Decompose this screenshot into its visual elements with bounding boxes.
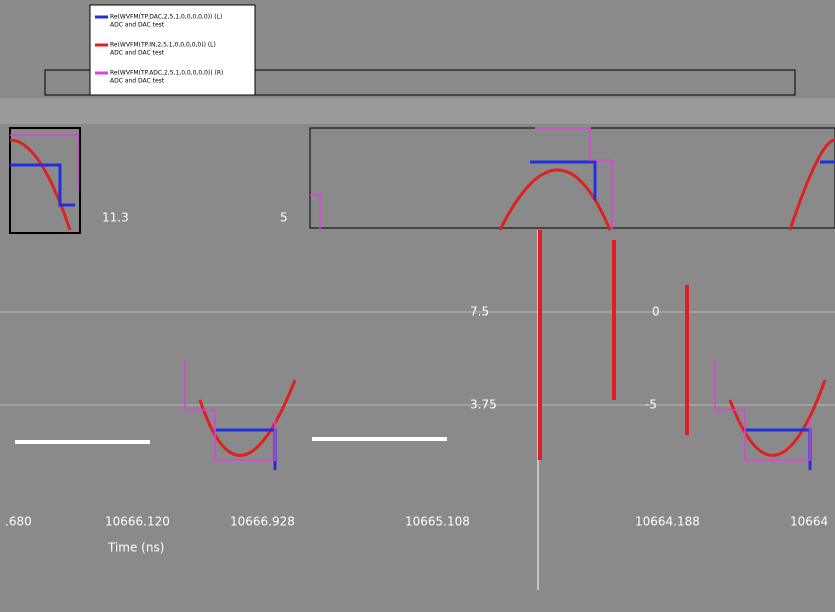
legend-description: ADC and DAC test	[110, 50, 165, 57]
waveform-dac	[10, 160, 835, 207]
marker	[612, 240, 616, 400]
waveform-in	[9, 138, 72, 231]
legend-description: ADC and DAC test	[110, 78, 165, 85]
legend-name: Re(WVFM(TP.ADC,2,5,1,0,0,0,0,0)) (R)	[110, 70, 223, 77]
left-tick-label: 11.3	[102, 211, 129, 225]
right-tick-label: 5	[280, 211, 288, 225]
toolbar-strip	[0, 98, 835, 124]
toolbar-frame	[44, 69, 796, 96]
left-tick-label: 3.75	[470, 398, 497, 412]
waveform-adc	[184, 360, 811, 461]
x-tick-label: 10666.120	[105, 515, 170, 529]
white-bar	[312, 437, 447, 441]
waveform-adc	[10, 127, 613, 230]
x-axis-label: Time (ns)	[107, 541, 164, 555]
waveform-in	[788, 138, 835, 231]
waveform-in	[198, 379, 297, 457]
right-tick-label: -5	[645, 398, 657, 412]
x-tick-label: 10664	[790, 515, 828, 529]
legend: Re(WVFM(TP.DAC,2,5,1,0,0,0,0,0)) (L)ADC …	[95, 14, 223, 85]
legend-name: Re(WVFM(TP.DAC,2,5,1,0,0,0,0,0)) (L)	[110, 14, 222, 21]
plot-frame-left	[9, 127, 81, 234]
waveform-in	[498, 168, 612, 231]
marker	[685, 285, 689, 435]
marker	[538, 230, 542, 460]
x-tick-label: .680	[5, 515, 32, 529]
right-tick-label: 0	[652, 305, 660, 319]
x-tick-label: 10666.928	[230, 515, 295, 529]
legend-name: Re(WVFM(TP.IN,2,5,1,0,0,0,0,0)) (L)	[110, 42, 216, 49]
waveform-in	[728, 379, 827, 457]
white-bar	[15, 440, 150, 444]
x-tick-label: 10665.108	[405, 515, 470, 529]
left-tick-label: 7.5	[470, 305, 489, 319]
legend-description: ADC and DAC test	[110, 22, 165, 29]
x-tick-label: 10664.188	[635, 515, 700, 529]
legend-box	[89, 4, 256, 96]
